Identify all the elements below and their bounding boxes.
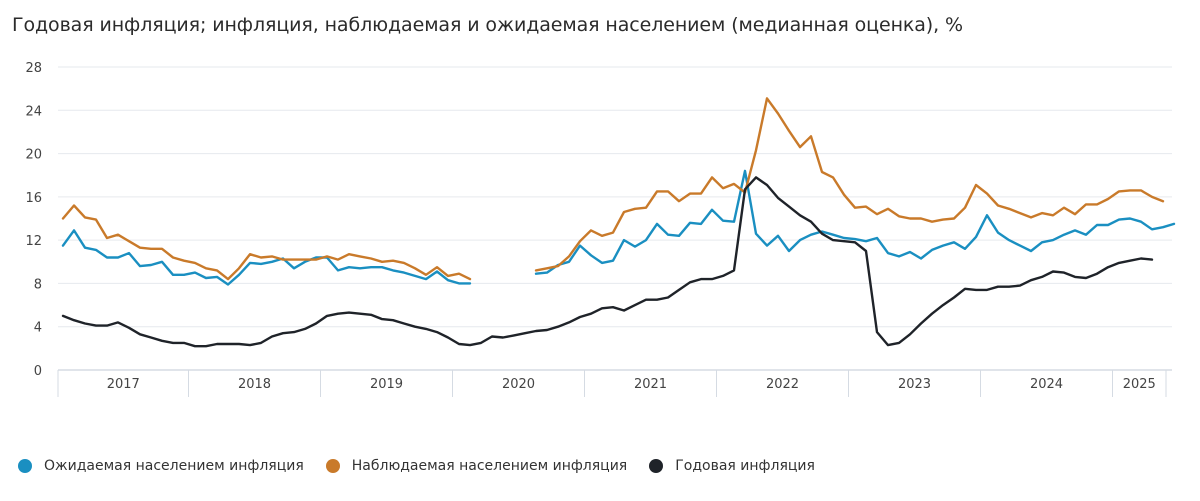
y-axis: 0 4 8 12 16 20 24 28 xyxy=(25,61,42,379)
y-tick-label: 8 xyxy=(34,277,42,292)
x-tick-label: 2025 xyxy=(1123,377,1156,392)
y-tick-label: 0 xyxy=(34,364,42,379)
x-axis: 2017 2018 2019 2020 2021 2022 2023 2024 2025 xyxy=(57,370,1167,397)
y-tick-label: 28 xyxy=(25,61,42,76)
x-tick-label: 2022 xyxy=(766,377,799,392)
series-lines xyxy=(61,97,1176,348)
y-tick-label: 16 xyxy=(25,191,42,206)
legend-item-observed[interactable]: Наблюдаемая населением инфляция xyxy=(325,458,628,474)
series-line-expected xyxy=(534,169,1176,275)
x-tick-label: 2024 xyxy=(1030,377,1063,392)
series-line-observed xyxy=(534,97,1165,272)
y-tick-label: 4 xyxy=(34,321,42,336)
legend-dot-icon xyxy=(18,459,32,473)
legend-label: Ожидаемая населением инфляция xyxy=(44,458,304,474)
series-line-observed xyxy=(61,204,472,281)
x-tick-label: 2023 xyxy=(898,377,931,392)
legend: Ожидаемая населением инфляция Наблюдаема… xyxy=(18,458,837,474)
legend-dot-icon xyxy=(649,459,664,473)
y-tick-label: 24 xyxy=(25,104,42,119)
legend-dot-icon xyxy=(325,459,340,473)
y-tick-label: 12 xyxy=(25,234,42,249)
chart-title: Годовая инфляция; инфляция, наблюдаемая … xyxy=(12,14,963,36)
legend-label: Наблюдаемая населением инфляция xyxy=(351,458,628,474)
gridlines xyxy=(58,66,1172,371)
y-tick-label: 20 xyxy=(25,148,42,163)
legend-item-annual[interactable]: Годовая инфляция xyxy=(649,458,815,474)
x-tick-label: 2020 xyxy=(502,377,535,392)
x-tick-label: 2017 xyxy=(107,377,140,392)
series-line-expected xyxy=(61,229,472,286)
x-tick-label: 2021 xyxy=(634,377,667,392)
legend-label: Годовая инфляция xyxy=(675,458,815,474)
x-tick-label: 2018 xyxy=(238,377,271,392)
x-tick-label: 2019 xyxy=(370,377,403,392)
series-line-annual xyxy=(61,176,1154,348)
legend-item-expected[interactable]: Ожидаемая населением инфляция xyxy=(18,458,304,474)
